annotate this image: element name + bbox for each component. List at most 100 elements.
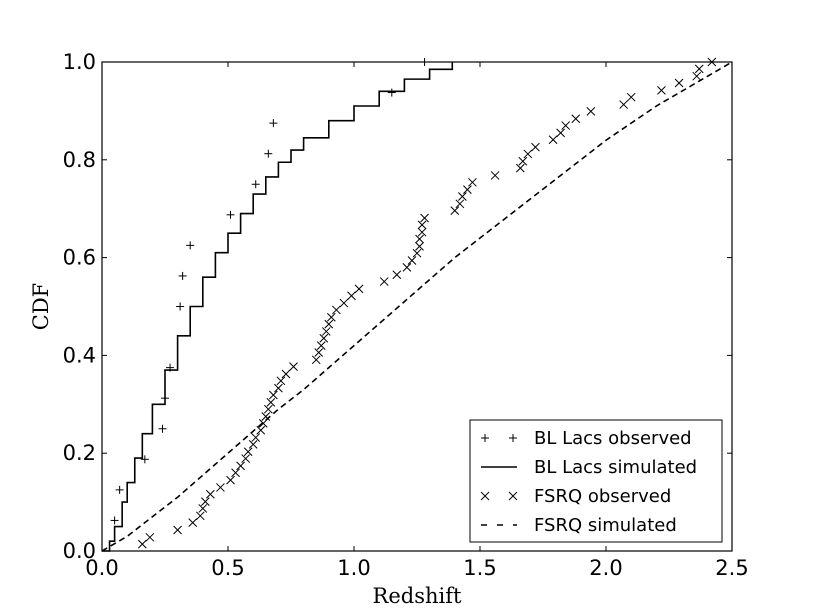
bl-lacs-observed-point: [269, 119, 278, 128]
legend-plus-marker: [509, 434, 517, 442]
fsrq-observed-point: [216, 483, 225, 492]
y-tick-label: 0.2: [63, 441, 96, 465]
bl-lacs-observed-point: [166, 363, 175, 372]
fsrq-observed-point: [463, 185, 472, 194]
fsrq-observed-point: [311, 355, 321, 365]
plot-area: [101, 57, 733, 552]
fsrq-observed-point: [347, 291, 356, 301]
fsrq-observed-point: [236, 461, 245, 471]
fsrq-observed-point: [251, 433, 261, 442]
bl-lacs-observed-point: [387, 88, 396, 97]
fsrq-observed-point: [316, 341, 326, 350]
fsrq-observed-point: [586, 107, 596, 116]
bl-lacs-observed-point: [158, 424, 167, 433]
fsrq-observed-point: [258, 419, 268, 428]
fsrq-observed-point: [412, 248, 422, 258]
fsrq-observed-point: [269, 390, 278, 400]
bl-lacs-observed-point: [161, 394, 169, 403]
fsrq-observed-point: [206, 489, 215, 499]
fsrq-observed-point: [324, 319, 334, 329]
fsrq-observed-point: [657, 86, 666, 95]
fsrq-observed-point: [137, 539, 147, 549]
fsrq-observed-point: [458, 192, 467, 201]
fsrq-observed-point: [415, 241, 424, 251]
fsrq-observed-point: [188, 518, 198, 527]
fsrq-observed-point: [468, 177, 477, 187]
fsrq-observed-point: [626, 92, 636, 102]
fsrq-observed-point: [619, 100, 628, 109]
axes-frame: [101, 61, 733, 552]
fsrq-observed-point: [490, 171, 500, 180]
fsrq-observed-point: [339, 298, 349, 308]
legend-x-marker: [508, 491, 518, 501]
fsrq-observed-point: [248, 440, 258, 449]
fsrq-observed-point: [561, 121, 571, 130]
legend-entry: BL Lacs simulated: [481, 457, 697, 478]
bl-lacs-observed-point: [115, 485, 124, 494]
legend-box: [469, 419, 723, 543]
fsrq-observed-point: [531, 142, 540, 152]
fsrq-observed-point: [450, 206, 460, 216]
fsrq-observed-point: [571, 114, 581, 124]
bl-lacs-observed-point: [186, 241, 195, 250]
fsrq-observed-point: [226, 475, 235, 485]
fsrq-observed-point: [314, 348, 324, 357]
y-tick-label: 0.8: [63, 148, 96, 172]
fsrq-observed-point: [173, 525, 182, 535]
fsrq-observed-point: [289, 362, 298, 372]
fsrq-observed-point: [420, 213, 429, 223]
fsrq-observed-point: [417, 220, 427, 230]
x-tick-label: 1.5: [463, 556, 496, 580]
bl-lacs-observed-point: [251, 180, 260, 189]
fsrq-observed-point: [548, 135, 558, 145]
y-tick-label: 1.0: [63, 50, 96, 74]
x-tick-label: 0.0: [85, 556, 118, 580]
fsrq-observed-point: [415, 234, 424, 244]
fsrq-observed-point: [145, 532, 155, 542]
fsrq-observed-point: [198, 504, 208, 513]
fsrq-observed-point: [276, 376, 286, 386]
fsrq-observed-point: [241, 454, 250, 463]
fsrq-observed-point: [256, 425, 266, 435]
legend-label: FSRQ observed: [534, 486, 671, 507]
legend-plus-marker: [481, 434, 489, 442]
bl-lacs-observed-point: [178, 271, 187, 280]
fsrq-observed-point: [674, 78, 684, 88]
legend-x-marker: [480, 491, 490, 501]
fsrq-observed-point: [455, 199, 465, 209]
fsrq-observed-point: [417, 227, 427, 237]
axis-ticks: 0.0 0.5 1.0 1.5 2.0 2.5 0.0 0.2 0.4 0.6 0.8 1.0: [63, 50, 749, 580]
legend-label: BL Lacs observed: [534, 428, 692, 449]
fsrq-observed-point: [556, 128, 565, 138]
x-tick-label: 2.5: [715, 556, 748, 580]
fsrq-observed-point: [261, 412, 271, 421]
fsrq-simulated-line: [101, 61, 733, 552]
y-axis-label: CDF: [29, 283, 53, 330]
legend-label: FSRQ simulated: [534, 515, 677, 536]
fsrq-observed-point: [263, 404, 273, 414]
bl-lacs-observed-point: [140, 455, 149, 464]
fsrq-observed-point: [694, 64, 704, 74]
y-tick-label: 0.0: [63, 539, 96, 563]
legend-label: BL Lacs simulated: [534, 457, 697, 478]
bl-lacs-observed-point: [110, 516, 119, 525]
fsrq-observed-point: [321, 327, 331, 336]
fsrq-observed-point: [332, 305, 341, 315]
bl-lacs-observed-point: [226, 210, 235, 219]
fsrq-observed-point: [402, 263, 412, 272]
legend-entry: FSRQ observed: [480, 486, 671, 507]
fsrq-observed-point: [231, 468, 240, 478]
bl-lacs-observed-point: [176, 302, 185, 311]
legend: BL Lacs observed BL Lacs simulated FSRQ ob…: [469, 419, 723, 543]
fsrq-observed-point: [515, 163, 525, 173]
fsrq-observed-point: [281, 369, 291, 379]
fsrq-observed-point: [326, 312, 336, 322]
bl-lacs-observed-point: [264, 149, 273, 158]
fsrq-observed-point: [243, 447, 253, 457]
fsrq-observed-point: [379, 277, 389, 286]
y-tick-label: 0.6: [63, 246, 96, 270]
fsrq-observed-point: [195, 511, 205, 521]
fsrq-observed-point: [523, 149, 533, 159]
fsrq-observed-point: [518, 156, 528, 166]
